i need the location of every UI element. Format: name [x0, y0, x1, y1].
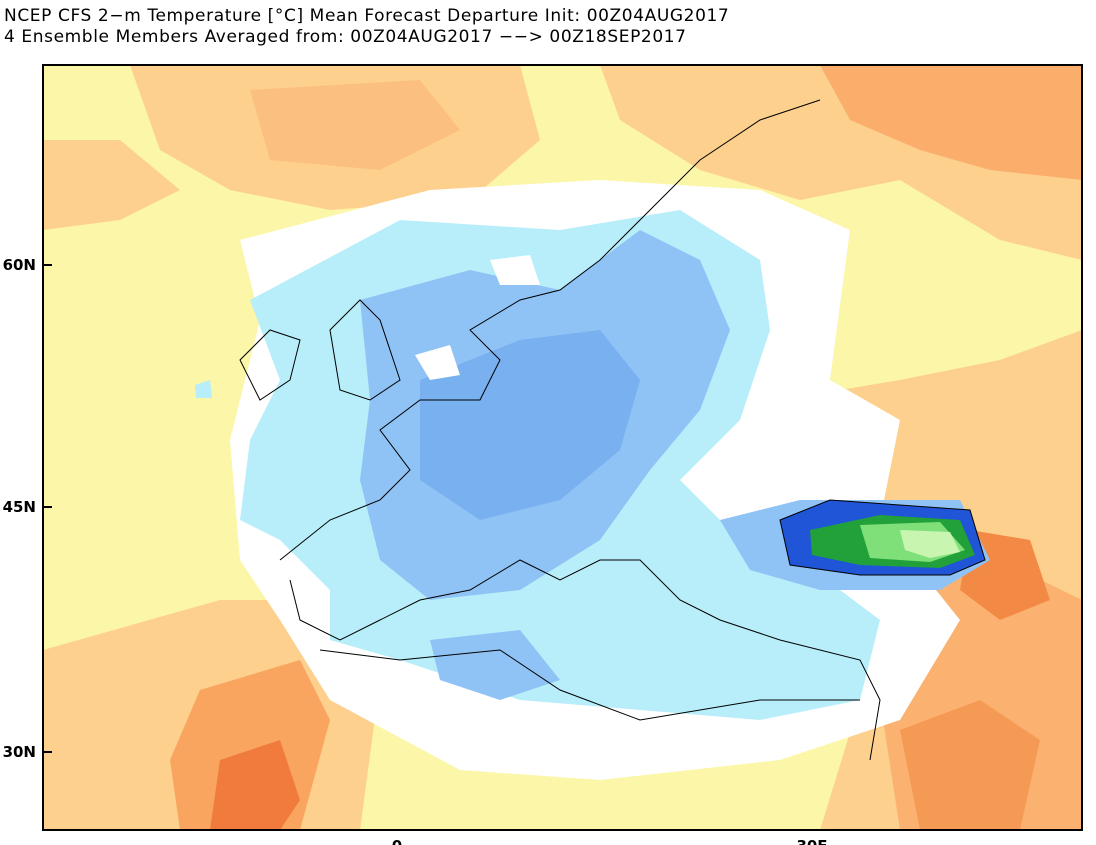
title-line: NCEP CFS 2−m Temperature [°C] Mean Forec…	[4, 6, 730, 26]
coastlines	[239, 99, 986, 761]
map-frame	[42, 64, 1083, 831]
lon-label: 0	[392, 837, 402, 845]
title-line: 4 Ensemble Members Averaged from: 00Z04A…	[4, 27, 687, 47]
lat-label: 30N	[3, 743, 36, 761]
lat-label: 60N	[3, 256, 36, 274]
lon-label: 30E	[796, 837, 827, 845]
ticks	[43, 264, 52, 753]
lat-label: 45N	[3, 498, 36, 516]
anomaly-field	[43, 65, 1082, 830]
